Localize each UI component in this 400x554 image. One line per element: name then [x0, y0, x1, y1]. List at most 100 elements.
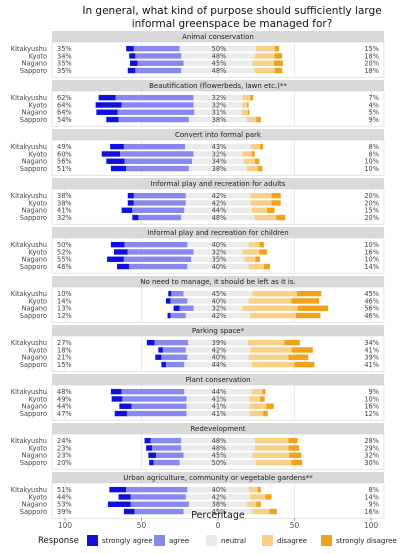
bar-neutral [185, 143, 251, 150]
disagree-percent-label: 45% [364, 290, 379, 298]
bar-strongly-disagree [259, 241, 264, 248]
chart-panels: Animal conservation Kitakyushu 35% 50% 15% Ky… [11, 31, 385, 519]
chart-title-line-2: informal greenspace be managed for? [132, 18, 333, 30]
bar-disagree [247, 165, 258, 172]
bar-strongly-disagree [247, 109, 250, 115]
bar-strongly-agree [107, 501, 131, 507]
neutral-percent-label: 42% [212, 346, 227, 354]
agree-percent-label: 64% [57, 101, 72, 109]
bar-strongly-agree [146, 339, 155, 346]
panel-strip [52, 374, 384, 385]
bar-strongly-agree [126, 45, 134, 52]
bar-strongly-agree [96, 109, 118, 115]
row-city-label: Kitakyushu [11, 192, 47, 200]
neutral-percent-label: 38% [212, 501, 227, 509]
x-tick-label: 50 [290, 521, 300, 530]
panel-strip [52, 227, 384, 238]
bar-strongly-agree [110, 165, 127, 172]
neutral-percent-label: 48% [212, 214, 227, 222]
neutral-percent-label: 31% [212, 109, 227, 117]
disagree-percent-label: 14% [364, 263, 379, 271]
row-city-label: Sapporo [20, 214, 47, 222]
row-city-label: Nagano [22, 60, 47, 68]
row-city-label: Nagano [22, 109, 47, 117]
neutral-percent-label: 41% [212, 410, 227, 418]
bar-disagree [248, 486, 258, 493]
bar-agree [162, 347, 186, 353]
neutral-percent-label: 43% [212, 143, 227, 151]
bar-neutral [186, 403, 250, 409]
bar-agree [131, 403, 187, 409]
agree-percent-label: 60% [57, 150, 72, 158]
agree-percent-label: 41% [57, 207, 72, 215]
disagree-percent-label: 20% [364, 192, 379, 200]
bar-neutral [187, 298, 249, 304]
row-city-label: Nagano [22, 256, 47, 264]
bar-disagree [250, 200, 272, 206]
bar-disagree [251, 207, 267, 213]
bar-strongly-disagree [271, 200, 281, 206]
neutral-percent-label: 45% [212, 452, 227, 460]
x-tick-label: 50 [137, 521, 147, 530]
bar-neutral [185, 200, 251, 206]
panel-strip [52, 129, 384, 140]
disagree-percent-label: 8% [369, 143, 379, 151]
bar-strongly-agree [146, 445, 153, 451]
neutral-percent-label: 41% [212, 395, 227, 403]
bar-neutral [185, 192, 251, 199]
bar-agree [135, 67, 182, 74]
bar-disagree [242, 249, 260, 255]
row-city-label: Sapporo [20, 67, 47, 75]
disagree-percent-label: 16% [364, 248, 379, 256]
bar-neutral [181, 437, 255, 444]
disagree-percent-label: 14% [364, 493, 379, 501]
legend: Response strongly agree agree neutral disag… [38, 535, 397, 546]
panel-strip-label: Parking space* [192, 327, 245, 335]
row-city-label: Kitakyushu [11, 241, 47, 249]
bar-strongly-disagree [288, 437, 298, 444]
bar-strongly-disagree [257, 486, 261, 493]
row-city-label: Nagano [22, 158, 47, 166]
bar-strongly-disagree [260, 396, 265, 402]
bar-strongly-agree [165, 298, 171, 304]
bar-agree [133, 192, 186, 199]
bar-neutral [193, 151, 243, 157]
disagree-percent-label: 12% [364, 410, 379, 418]
bar-disagree [244, 256, 256, 262]
agree-percent-label: 14% [57, 297, 72, 305]
bar-neutral [181, 445, 255, 451]
disagree-percent-label: 28% [364, 437, 379, 445]
bar-agree [133, 200, 186, 206]
legend-swatch-strongly-disagree [321, 535, 332, 546]
bar-agree [156, 452, 184, 458]
bar-strongly-agree [98, 94, 116, 101]
bar-strongly-disagree [260, 143, 264, 150]
bar-disagree [249, 403, 267, 409]
bar-neutral [181, 67, 255, 74]
agree-percent-label: 27% [57, 339, 72, 347]
bar-neutral [184, 388, 252, 395]
agree-percent-label: 44% [57, 493, 72, 501]
bar-strongly-disagree [274, 67, 283, 74]
panel-strip-label: Urban agriculture, community or vegetabl… [123, 474, 313, 482]
panel-7: Plant conservation Kitakyushu 48% 44% 9% Kyot… [11, 374, 385, 421]
bar-disagree [242, 102, 248, 108]
bar-strongly-disagree [256, 116, 261, 123]
bar-strongly-disagree [266, 403, 274, 409]
panel-strip-label: Redevelopment [190, 425, 245, 433]
bar-strongly-disagree [257, 165, 263, 172]
neutral-percent-label: 34% [212, 158, 227, 166]
bar-disagree [250, 312, 297, 319]
neutral-percent-label: 35% [212, 256, 227, 264]
bar-strongly-agree [173, 305, 180, 311]
bar-neutral [185, 347, 251, 353]
legend-label-strongly-agree: strongly agree [102, 537, 153, 545]
bar-neutral [183, 60, 253, 66]
bar-agree [126, 486, 188, 493]
row-city-label: Kitakyushu [11, 94, 47, 102]
bar-disagree [248, 298, 292, 304]
row-city-label: Nagano [22, 354, 47, 362]
neutral-percent-label: 40% [212, 263, 227, 271]
panel-strip [52, 80, 384, 91]
bar-agree [123, 143, 186, 150]
